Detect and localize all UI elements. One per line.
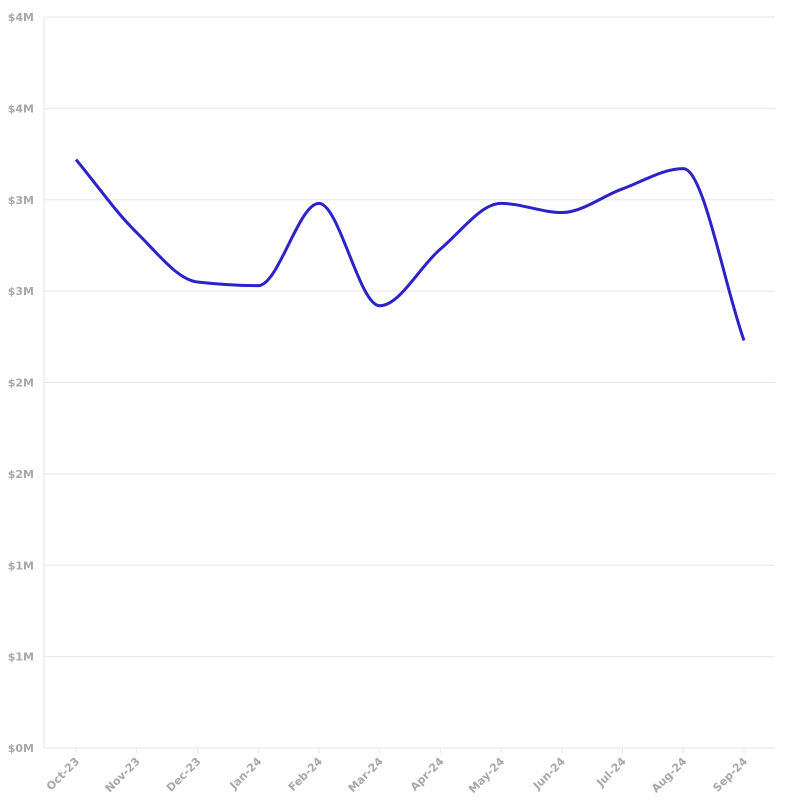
y-tick-label: $3M — [8, 194, 34, 207]
x-tick-label: Jun-24 — [530, 755, 568, 793]
x-tick-label: Sep-24 — [710, 755, 750, 795]
x-tick-label: Apr-24 — [408, 755, 447, 794]
y-tick-label: $1M — [8, 559, 34, 572]
x-tick-label: Jan-24 — [227, 755, 265, 793]
y-tick-label: $4M — [8, 102, 34, 115]
x-tick-label: Oct-23 — [44, 755, 82, 793]
x-tick-label: Jul-24 — [594, 755, 629, 790]
x-tick-label: Mar-24 — [346, 755, 386, 795]
x-tick-label: Nov-23 — [103, 755, 143, 795]
y-tick-label: $2M — [8, 377, 34, 390]
y-tick-label: $1M — [8, 651, 34, 664]
x-tick-label: May-24 — [466, 755, 507, 796]
line — [74, 158, 746, 341]
x-tick-label: Dec-23 — [164, 755, 204, 795]
y-tick-label: $4M — [8, 11, 34, 24]
x-tick-label: Aug-24 — [649, 755, 690, 796]
y-tick-label: $3M — [8, 285, 34, 298]
y-tick-label: $2M — [8, 468, 34, 481]
x-tick-label: Feb-24 — [286, 755, 325, 794]
y-tick-label: $0M — [8, 742, 34, 755]
